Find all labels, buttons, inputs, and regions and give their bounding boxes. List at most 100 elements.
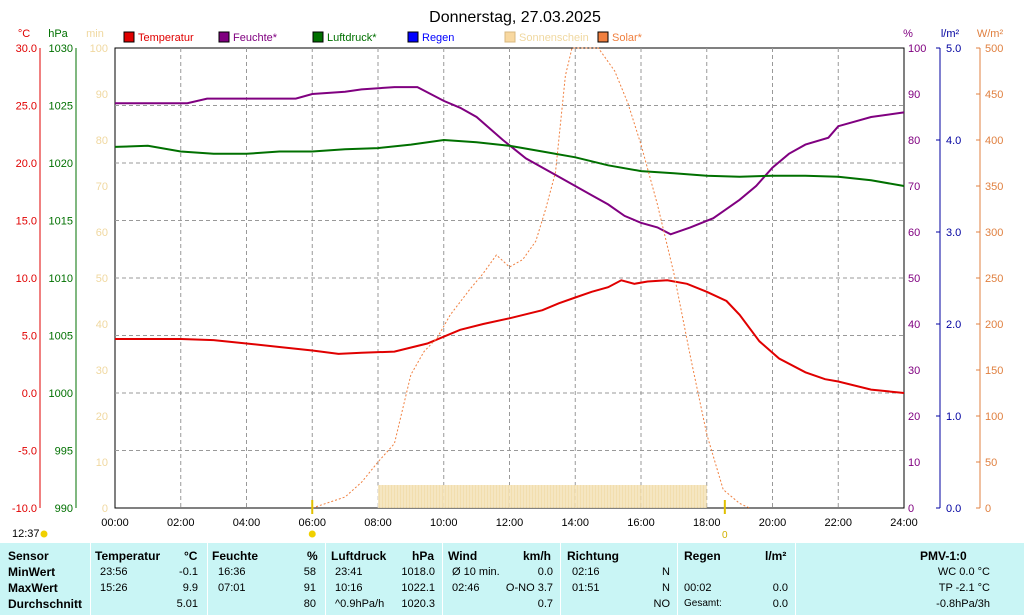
axis-pressure-tick: 1005 bbox=[49, 331, 73, 343]
axis-temperature-tick: -5.0 bbox=[18, 446, 37, 458]
axis-temperature-unit: °C bbox=[18, 28, 30, 40]
stats-cell-temp-time: 23:56 bbox=[100, 566, 128, 578]
stats-cell-temp-val: 9.9 bbox=[182, 582, 198, 594]
sunshine-bars bbox=[377, 485, 707, 508]
stats-cell-wind-label: Ø 10 min. bbox=[452, 566, 500, 578]
series-line-solar bbox=[312, 47, 750, 509]
legend-swatch bbox=[218, 31, 230, 43]
axis-solar-unit: W/m² bbox=[977, 28, 1004, 40]
header-pmv: PMV-1:0 bbox=[920, 549, 967, 563]
axis-solar-tick: 400 bbox=[985, 135, 1003, 147]
stats-cell-temp-time: 15:26 bbox=[100, 582, 128, 594]
axis-rain-tick: 0.0 bbox=[946, 503, 961, 515]
current-time-label: 12:37 bbox=[12, 528, 40, 540]
axis-humidity-tick: 30 bbox=[908, 365, 920, 377]
stats-cell-press-val: 1018.0 bbox=[401, 566, 435, 578]
x-tick-label: 02:00 bbox=[167, 517, 195, 529]
legend-label: Temperatur bbox=[138, 32, 194, 44]
axis-pressure-unit: hPa bbox=[48, 28, 68, 40]
axis-minutes-tick: 30 bbox=[96, 365, 108, 377]
plot-area bbox=[114, 47, 905, 509]
legend-label: Feuchte* bbox=[233, 32, 278, 44]
stats-column-divider bbox=[90, 543, 91, 615]
stats-cell-press-val: 1022.1 bbox=[401, 582, 435, 594]
weather-chart: Donnerstag, 27.03.2025 30.0 25.0 20.0 15.0 1… bbox=[11, 9, 1004, 541]
time-markers: 12:37 0 bbox=[12, 500, 728, 541]
sunrise-icon bbox=[308, 530, 316, 538]
axis-pressure-tick: 1000 bbox=[49, 388, 73, 400]
header-sensor: Sensor bbox=[8, 549, 49, 563]
header-humidity-unit: % bbox=[307, 549, 318, 563]
chart-title: Donnerstag, 27.03.2025 bbox=[429, 9, 601, 26]
x-tick-label: 20:00 bbox=[759, 517, 787, 529]
x-tick-label: 00:00 bbox=[101, 517, 129, 529]
stats-cell-rain-val: 0.0 bbox=[772, 582, 788, 594]
axis-pressure-tick: 990 bbox=[55, 503, 73, 515]
header-rain: Regen bbox=[684, 549, 721, 563]
stats-cell-pmv: -0.8hPa/3h bbox=[936, 598, 990, 610]
header-pressure: Luftdruck bbox=[331, 549, 387, 563]
stats-cell-temp-val: 5.01 bbox=[176, 598, 198, 610]
stats-cell-dir-val: NO bbox=[653, 598, 671, 610]
header-temperature-unit: °C bbox=[184, 549, 198, 563]
stats-cell-rain-val: 0.0 bbox=[772, 598, 788, 610]
current-time-sun-icon bbox=[40, 530, 48, 538]
axis-solar-tick: 500 bbox=[985, 43, 1003, 55]
stats-cell-hum-val: 91 bbox=[303, 582, 316, 594]
legend-swatch bbox=[597, 31, 609, 43]
axis-pressure-tick: 1010 bbox=[49, 273, 73, 285]
header-direction: Richtung bbox=[567, 549, 619, 563]
stats-cell-label: MaxWert bbox=[8, 581, 58, 595]
legend-label: Regen bbox=[422, 32, 454, 44]
axes-layer: 30.025.020.015.010.05.00.0-5.0-10.0°C103… bbox=[12, 28, 1004, 529]
stats-cell-press-time: 10:16 bbox=[335, 582, 363, 594]
axis-minutes-tick: 100 bbox=[90, 43, 108, 55]
axis-temperature-tick: 0.0 bbox=[22, 388, 37, 400]
axis-rain-tick: 4.0 bbox=[946, 135, 961, 147]
legend-swatch bbox=[504, 31, 516, 43]
axis-temperature-tick: 5.0 bbox=[22, 331, 37, 343]
axis-minutes-tick: 10 bbox=[96, 457, 108, 469]
axis-solar-tick: 150 bbox=[985, 365, 1003, 377]
axis-humidity-tick: 0 bbox=[908, 503, 914, 515]
stats-cell-press-time: ^0.9hPa/h bbox=[335, 598, 385, 610]
header-pressure-unit: hPa bbox=[412, 549, 435, 563]
axis-rain-tick: 2.0 bbox=[946, 319, 961, 331]
axis-humidity-unit: % bbox=[903, 28, 913, 40]
axis-humidity-tick: 70 bbox=[908, 181, 920, 193]
stats-column-divider bbox=[325, 543, 326, 615]
axis-humidity-tick: 60 bbox=[908, 227, 920, 239]
header-humidity: Feuchte bbox=[212, 549, 259, 563]
header-temperature: Temperatur bbox=[95, 549, 161, 563]
legend-label: Sonnenschein bbox=[519, 32, 589, 44]
axis-minutes-tick: 50 bbox=[96, 273, 108, 285]
stats-cell-dir-time: 02:16 bbox=[572, 566, 600, 578]
axis-pressure-tick: 1020 bbox=[49, 158, 73, 170]
x-tick-label: 08:00 bbox=[364, 517, 392, 529]
stats-cell-hum-time: 07:01 bbox=[218, 582, 246, 594]
stats-cell-wind-label: 02:46 bbox=[452, 582, 480, 594]
axis-minutes-unit: min bbox=[86, 28, 104, 40]
series-line-temperatur bbox=[115, 279, 905, 394]
stats-cell-wind-val: 0.7 bbox=[537, 598, 553, 610]
axis-minutes-tick: 40 bbox=[96, 319, 108, 331]
axis-solar-tick: 100 bbox=[985, 411, 1003, 423]
series-line-feuchte bbox=[115, 86, 905, 236]
axis-rain-tick: 1.0 bbox=[946, 411, 961, 423]
x-tick-label: 10:00 bbox=[430, 517, 458, 529]
stats-column-divider bbox=[560, 543, 561, 615]
stats-cell-dir-val: N bbox=[662, 582, 670, 594]
axis-temperature-tick: 15.0 bbox=[16, 216, 37, 228]
axis-humidity-tick: 100 bbox=[908, 43, 926, 55]
axis-minutes-tick: 0 bbox=[102, 503, 108, 515]
axis-minutes-tick: 70 bbox=[96, 181, 108, 193]
stats-cell-pmv: TP -2.1 °C bbox=[938, 582, 990, 594]
stats-cell-rain-time: Gesamt: bbox=[684, 598, 722, 609]
stats-table: Sensor Temperatur °C Feuchte % Luftdruck… bbox=[0, 543, 1024, 615]
axis-humidity-tick: 20 bbox=[908, 411, 920, 423]
x-tick-label: 14:00 bbox=[561, 517, 589, 529]
stats-cell-wind-val: O-NO 3.7 bbox=[505, 582, 553, 594]
axis-pressure-tick: 1030 bbox=[49, 43, 73, 55]
stats-cell-wind-val: 0.0 bbox=[537, 566, 553, 578]
axis-pressure-tick: 1025 bbox=[49, 101, 73, 113]
